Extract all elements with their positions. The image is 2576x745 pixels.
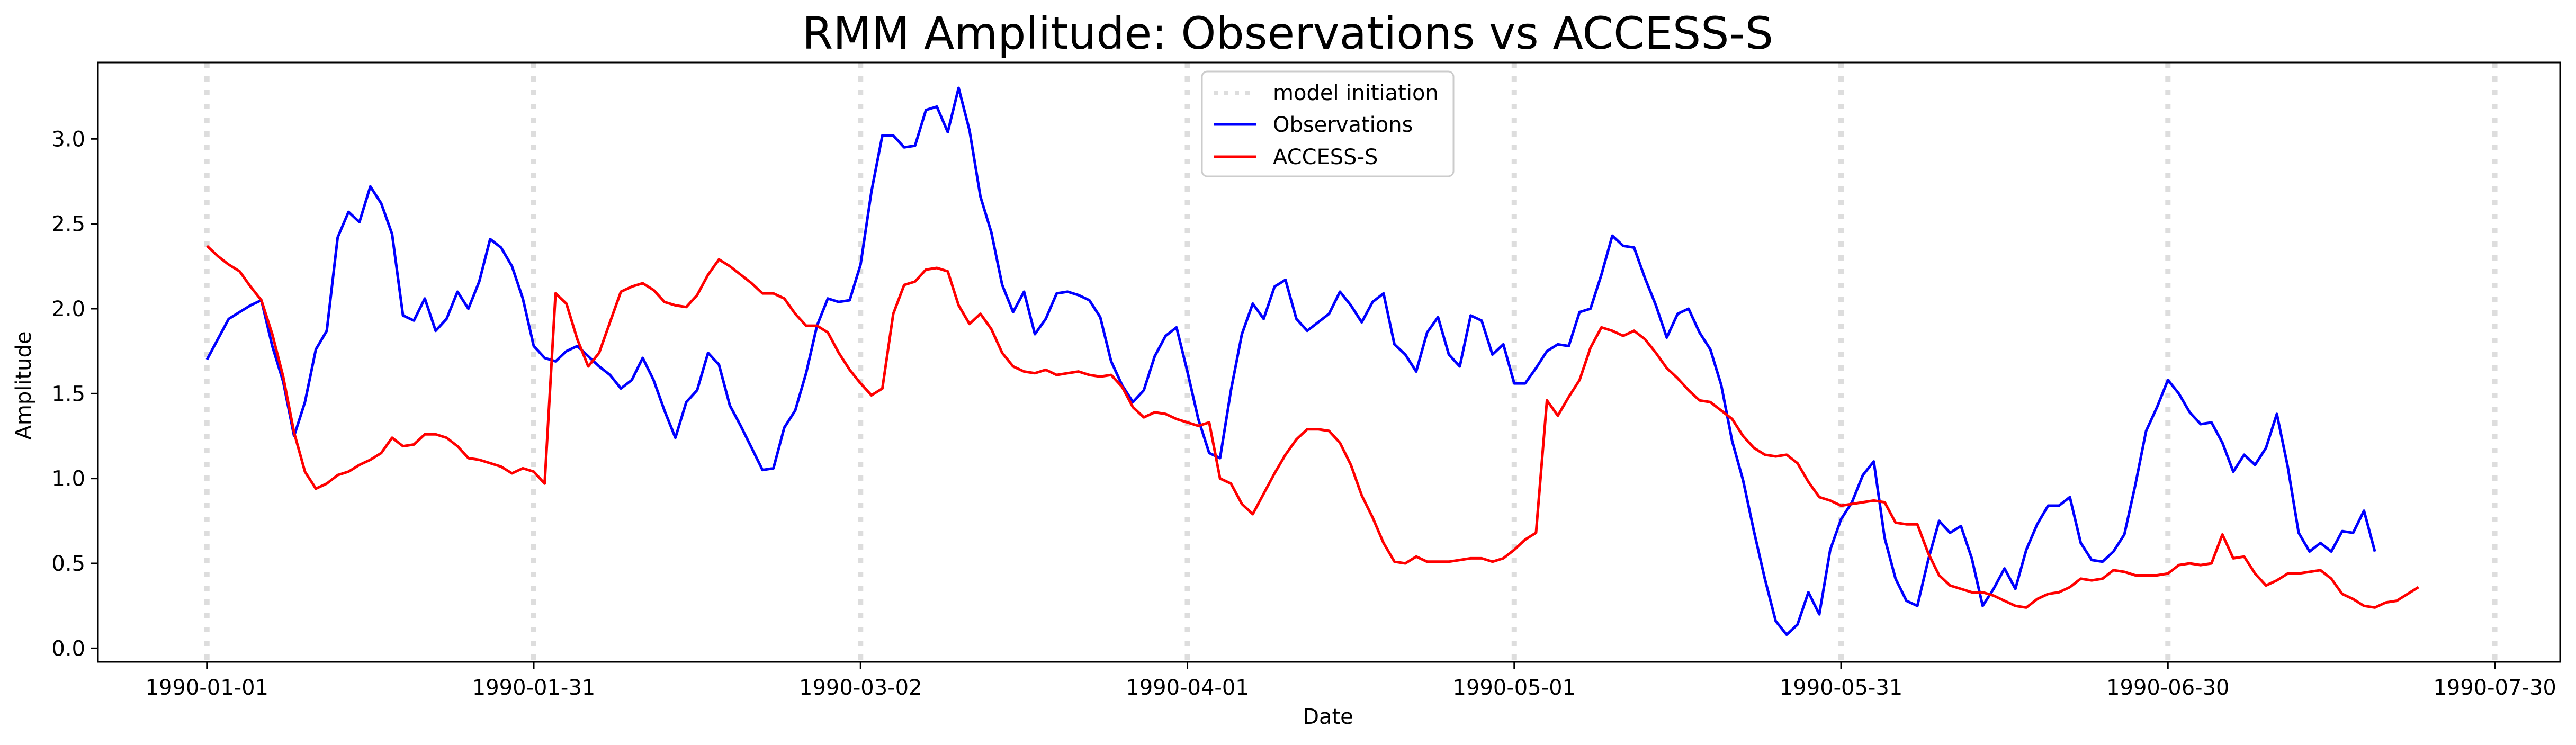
x-tick-label-5: 1990-05-31 <box>1780 676 1902 700</box>
plot-frame <box>97 61 2561 663</box>
x-axis: 1990-01-01 1990-01-31 1990-03-02 1990-04-01… <box>146 662 2556 700</box>
y-tick-label-5: 2.5 <box>51 212 85 237</box>
legend-box <box>1201 70 1455 177</box>
legend: model initiation Observations ACCESS-S <box>1201 70 1455 177</box>
y-tick-label-3: 1.5 <box>51 382 85 406</box>
y-axis: 0.0 0.5 1.0 1.5 2.0 2.5 3.0 <box>51 127 98 661</box>
series-lines <box>205 86 2419 636</box>
y-axis-label: Amplitude <box>12 331 36 440</box>
legend-observations-label: Observations <box>1273 113 1413 137</box>
x-tick-label-3: 1990-04-01 <box>1126 676 1249 700</box>
y-tick-label-0: 0.0 <box>51 636 85 661</box>
legend-access-s-label: ACCESS-S <box>1273 145 1378 169</box>
series-line-access-s <box>206 245 2419 609</box>
x-tick-label-1: 1990-01-31 <box>472 676 595 700</box>
legend-model-initiation-label: model initiation <box>1273 81 1439 105</box>
y-tick-label-4: 2.0 <box>51 297 85 321</box>
y-tick-label-2: 1.0 <box>51 467 85 491</box>
x-tick-label-7: 1990-07-30 <box>2433 676 2556 700</box>
y-tick-label-1: 0.5 <box>51 552 85 576</box>
chart-title: RMM Amplitude: Observations vs ACCESS-S <box>802 7 1773 59</box>
y-tick-label-6: 3.0 <box>51 127 85 151</box>
series-line-observations <box>205 86 2376 636</box>
x-tick-label-2: 1990-03-02 <box>799 676 922 700</box>
x-tick-label-4: 1990-05-01 <box>1453 676 1576 700</box>
model-initiation-lines <box>204 62 2498 662</box>
x-axis-label: Date <box>1303 705 1353 729</box>
x-tick-label-0: 1990-01-01 <box>146 676 268 700</box>
x-tick-label-6: 1990-06-30 <box>2106 676 2229 700</box>
